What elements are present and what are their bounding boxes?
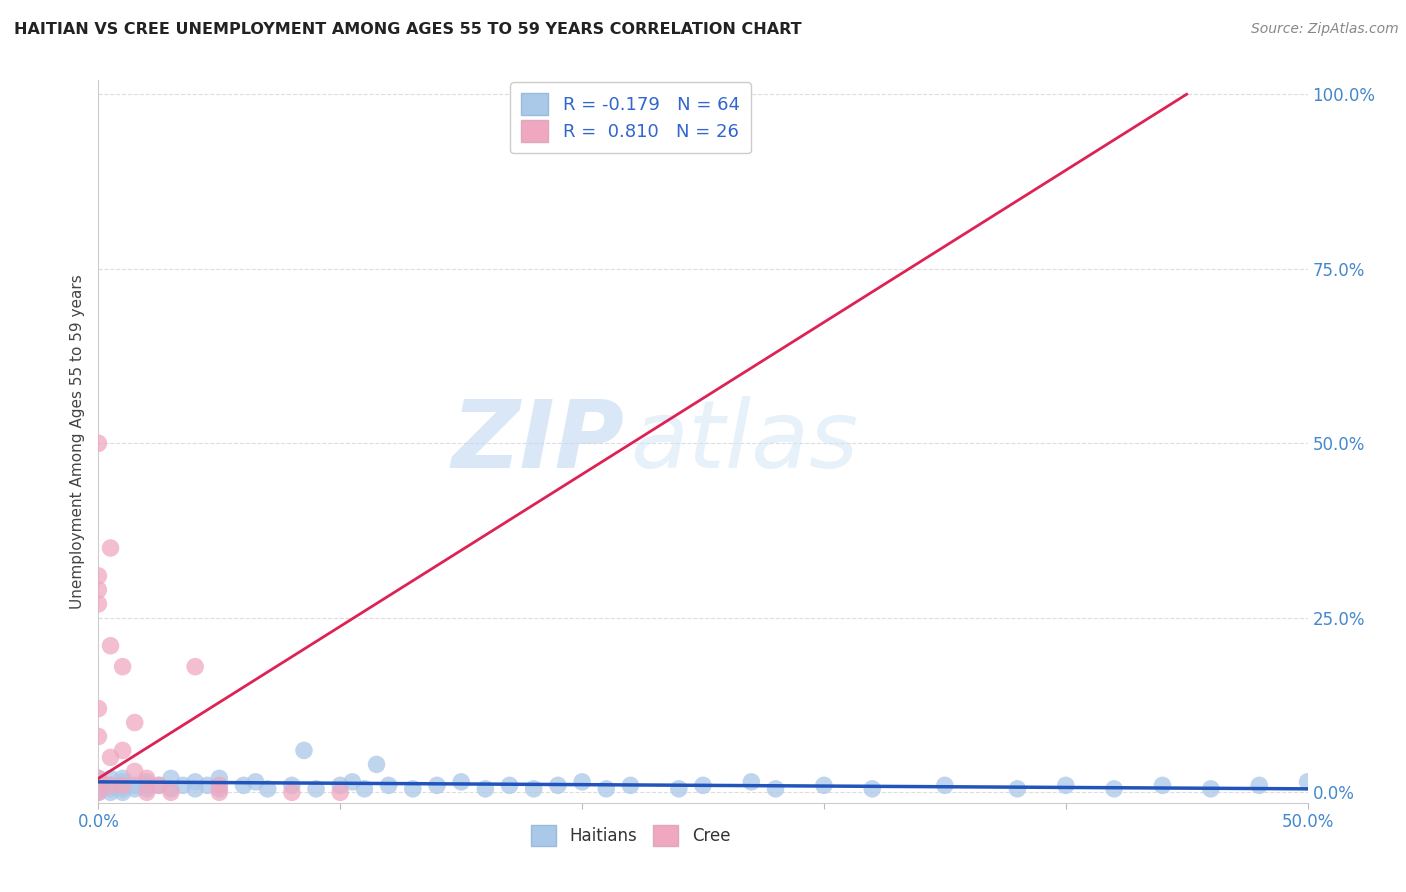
Point [135,775,157,789]
Point [523,781,546,796]
Point [1102,781,1125,796]
Point [100,750,122,764]
Point [160,781,183,796]
Point [87,772,110,786]
Point [353,781,375,796]
Point [87,785,110,799]
Point [1152,778,1174,792]
Point [184,659,207,673]
Text: HAITIAN VS CREE UNEMPLOYMENT AMONG AGES 55 TO 59 YEARS CORRELATION CHART: HAITIAN VS CREE UNEMPLOYMENT AMONG AGES … [14,22,801,37]
Point [111,781,134,796]
Point [498,778,520,792]
Text: Source: ZipAtlas.com: Source: ZipAtlas.com [1251,22,1399,37]
Point [135,778,157,792]
Point [100,639,122,653]
Point [329,785,352,799]
Point [87,772,110,786]
Point [87,780,110,794]
Point [111,785,134,799]
Point [1054,778,1077,792]
Point [111,659,134,673]
Point [124,781,146,796]
Point [547,778,569,792]
Point [100,778,122,792]
Point [208,778,231,792]
Point [426,778,449,792]
Point [765,781,787,796]
Point [148,778,170,792]
Point [100,785,122,799]
Point [172,778,194,792]
Point [281,785,304,799]
Point [87,582,110,597]
Point [366,757,388,772]
Point [256,781,278,796]
Point [87,597,110,611]
Point [402,781,425,796]
Legend: Haitians, Cree: Haitians, Cree [524,819,737,852]
Point [111,743,134,757]
Point [329,778,352,792]
Point [160,785,183,799]
Point [342,775,364,789]
Point [1296,775,1319,789]
Point [100,772,122,786]
Point [87,785,110,799]
Point [571,775,593,789]
Point [124,715,146,730]
Point [100,778,122,792]
Point [450,775,472,789]
Point [813,778,835,792]
Point [1007,781,1029,796]
Point [1199,781,1222,796]
Point [740,775,762,789]
Point [160,772,183,786]
Point [208,785,231,799]
Point [934,778,956,792]
Point [135,772,157,786]
Point [281,778,304,792]
Point [668,781,690,796]
Point [100,541,122,555]
Point [100,781,122,796]
Point [184,775,207,789]
Text: atlas: atlas [630,396,859,487]
Point [87,775,110,789]
Point [208,772,231,786]
Point [305,781,328,796]
Point [124,778,146,792]
Point [232,778,254,792]
Text: ZIP: ZIP [451,395,624,488]
Point [148,778,170,792]
Point [195,778,218,792]
Point [135,785,157,799]
Point [377,778,399,792]
Point [87,436,110,450]
Point [87,730,110,744]
Point [1249,778,1271,792]
Point [87,569,110,583]
Point [111,772,134,786]
Point [111,778,134,792]
Point [87,781,110,796]
Point [208,781,231,796]
Point [860,781,883,796]
Point [87,778,110,792]
Point [111,775,134,789]
Point [245,775,267,789]
Point [124,764,146,779]
Point [87,701,110,715]
Point [692,778,714,792]
Point [595,781,617,796]
Point [474,781,496,796]
Point [619,778,641,792]
Point [135,781,157,796]
Point [292,743,315,757]
Point [184,781,207,796]
Y-axis label: Unemployment Among Ages 55 to 59 years: Unemployment Among Ages 55 to 59 years [69,274,84,609]
Point [111,778,134,792]
